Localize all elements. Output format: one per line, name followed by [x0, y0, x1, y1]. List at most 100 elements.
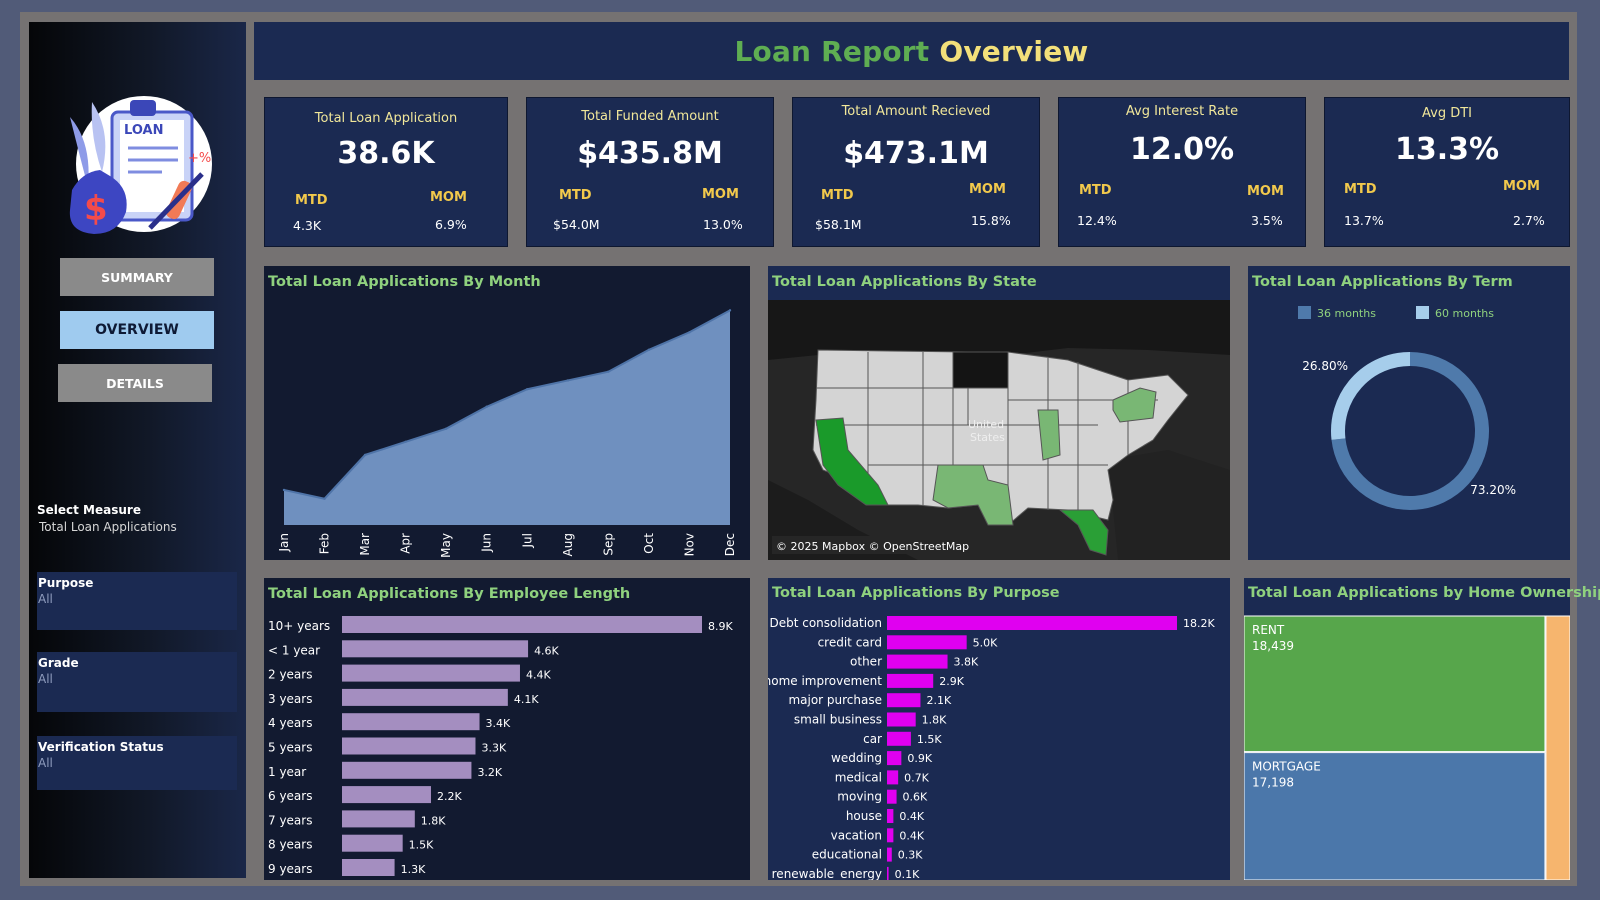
home-value-label: 18,439 — [1252, 639, 1294, 653]
month-tick-label: Oct — [642, 533, 656, 554]
purpose-category-label: renewable_energy — [772, 867, 882, 880]
kpi-mom-label: MOM — [969, 182, 1006, 197]
filter-value[interactable]: All — [38, 672, 53, 686]
emp-value-label: 2.2K — [437, 790, 462, 803]
kpi-mom-value: 15.8% — [971, 213, 1011, 228]
home-category-label: RENT — [1252, 623, 1285, 637]
emp-bar — [342, 859, 395, 876]
kpi-mom-value: 13.0% — [703, 217, 743, 232]
emp-bar — [342, 640, 529, 658]
purpose-value-label: 2.1K — [926, 694, 951, 707]
month-tick-label: Feb — [318, 533, 332, 554]
kpi-mom-value: 6.9% — [435, 217, 467, 232]
filter-value[interactable]: All — [38, 756, 53, 770]
kpi-card-avg-dti: Avg DTI 13.3% MTD MOM 13.7% 2.7% — [1324, 97, 1570, 247]
kpi-title: Total Loan Application — [314, 111, 458, 126]
month-point — [526, 388, 529, 391]
emp-bar — [342, 616, 702, 633]
emp-category-label: 1 year — [268, 765, 306, 779]
mortgage-block — [1244, 752, 1546, 880]
purpose-category-label: other — [850, 655, 882, 669]
purpose-value-label: 0.1K — [895, 868, 920, 880]
home-ownership-panel: Total Loan Applications by Home Ownershi… — [1244, 578, 1600, 880]
purpose-panel: Total Loan Applications By Purpose Debt … — [768, 578, 1230, 880]
verification-status-filter[interactable]: Verification Status All — [37, 736, 237, 790]
term-chart-panel: Total Loan Applications By Term 36 month… — [1248, 266, 1570, 560]
month-area — [284, 310, 730, 525]
emp-value-label: 8.9K — [708, 620, 733, 633]
filter-value[interactable]: All — [38, 592, 53, 606]
purpose-value-label: 2.9K — [939, 675, 964, 688]
kpi-mom-label: MOM — [702, 187, 739, 202]
purpose-value-label: 0.4K — [899, 810, 924, 823]
term-slice-label: 73.20% — [1470, 483, 1516, 497]
emp-value-label: 4.1K — [514, 693, 539, 706]
purpose-bar — [887, 693, 921, 708]
month-point — [607, 370, 610, 373]
us-state-map[interactable]: United States © 2025 Mapbox © OpenStreet… — [768, 300, 1230, 560]
emp-bar — [342, 664, 520, 682]
filter-label: Purpose — [38, 576, 94, 590]
map-attribution: © 2025 Mapbox © OpenStreetMap — [776, 540, 969, 553]
month-point — [688, 331, 691, 334]
month-area-line — [283, 309, 731, 500]
term-legend-swatch — [1416, 306, 1429, 319]
month-chart-title: Total Loan Applications By Month — [268, 274, 541, 290]
overview-nav-button[interactable]: OVERVIEW — [60, 311, 214, 349]
divider — [246, 80, 254, 878]
emp-length-title: Total Loan Applications By Employee Leng… — [268, 586, 631, 602]
term-slice — [1331, 352, 1489, 510]
state-map-title: Total Loan Applications By State — [772, 274, 1037, 290]
purpose-category-label: house — [846, 809, 882, 823]
month-point — [363, 453, 367, 457]
summary-nav-button[interactable]: SUMMARY — [60, 258, 214, 296]
purpose-value-label: 0.4K — [899, 829, 924, 842]
purpose-bar — [887, 616, 1177, 630]
emp-category-label: 6 years — [268, 789, 312, 803]
purpose-category-label: medical — [835, 770, 882, 784]
purpose-filter[interactable]: Purpose All — [37, 572, 237, 630]
purpose-bar — [887, 866, 889, 880]
emp-bar — [342, 786, 431, 804]
emp-bar — [342, 761, 472, 779]
month-tick-label: Jan — [277, 533, 291, 553]
purpose-value-label: 0.7K — [904, 771, 929, 784]
emp-category-label: 4 years — [268, 716, 312, 730]
purpose-category-label: small business — [794, 713, 882, 727]
term-legend-swatch — [1298, 306, 1311, 319]
month-tick-label: Dec — [723, 533, 737, 556]
kpi-title: Avg Interest Rate — [1125, 104, 1239, 119]
month-point — [566, 379, 570, 382]
emp-bar — [342, 688, 508, 706]
select-measure[interactable]: Select Measure Total Loan Applications — [37, 503, 177, 534]
home-value-label: 17,198 — [1252, 776, 1294, 790]
month-tick-label: Apr — [399, 533, 413, 554]
month-tick-label: Aug — [561, 533, 575, 556]
purpose-bar — [887, 770, 899, 785]
kpi-mom-value: 2.7% — [1513, 213, 1545, 228]
month-point — [323, 497, 326, 500]
kpi-title: Total Funded Amount — [581, 109, 719, 124]
select-measure-value[interactable]: Total Loan Applications — [39, 520, 177, 534]
emp-value-label: 3.4K — [486, 717, 511, 730]
month-point — [647, 348, 651, 351]
kpi-mom-label: MOM — [430, 190, 467, 205]
kpi-mtd-label: MTD — [559, 188, 592, 203]
kpi-mtd-value: $54.0M — [553, 217, 600, 232]
select-measure-label: Select Measure — [37, 503, 141, 517]
header-banner: Loan Report Overview — [254, 22, 1569, 80]
purpose-bar — [887, 828, 894, 843]
grade-filter[interactable]: Grade All — [37, 652, 237, 712]
kpi-card-total-applications: Total Loan Application 38.6K MTD MOM 4.3… — [264, 97, 508, 247]
emp-value-label: 1.3K — [401, 863, 426, 876]
kpi-title: Avg DTI — [1422, 106, 1472, 121]
purpose-bar — [887, 712, 916, 727]
month-area-chart: Jan Feb Mar Apr May Jun Jul Aug Sep Oct Nov Dec — [277, 309, 737, 558]
purpose-category-label: home improvement — [768, 674, 882, 688]
page-title: Loan Report Overview — [734, 35, 1088, 68]
details-nav-button[interactable]: DETAILS — [58, 364, 212, 402]
home-ownership-title: Total Loan Applications by Home Ownershi… — [1248, 585, 1600, 601]
logo-text: LOAN — [124, 123, 163, 138]
term-legend-label: 36 months — [1317, 307, 1376, 320]
kpi-mtd-value: 13.7% — [1344, 213, 1384, 228]
